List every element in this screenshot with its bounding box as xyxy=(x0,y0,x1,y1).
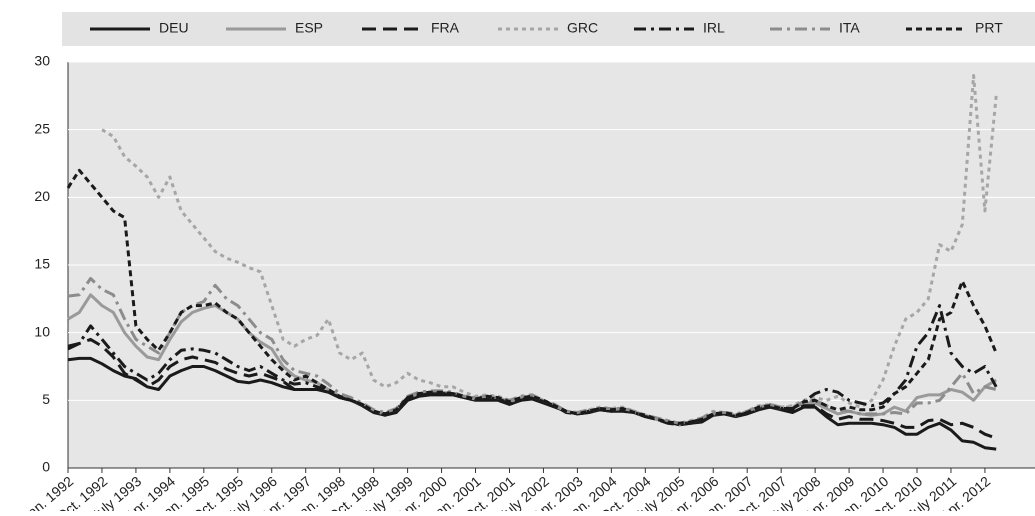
legend-label: IRL xyxy=(703,20,725,36)
y-tick-label: 15 xyxy=(34,256,50,272)
series-line xyxy=(66,168,998,425)
y-tick-label: 5 xyxy=(42,391,50,407)
series-line xyxy=(101,74,998,425)
legend-label: PRT xyxy=(975,20,1003,36)
legend-label: FRA xyxy=(431,20,460,36)
y-tick-label: 20 xyxy=(34,188,50,204)
y-tick-label: 0 xyxy=(42,459,50,475)
legend-label: ESP xyxy=(295,20,323,36)
series-line xyxy=(67,304,998,427)
y-tick-label: 25 xyxy=(34,120,50,136)
legend-label: ITA xyxy=(839,20,860,36)
y-tick-label: 10 xyxy=(34,323,50,339)
legend-label: DEU xyxy=(159,20,189,36)
legend-label: GRC xyxy=(567,20,598,36)
y-tick-label: 30 xyxy=(34,53,50,69)
